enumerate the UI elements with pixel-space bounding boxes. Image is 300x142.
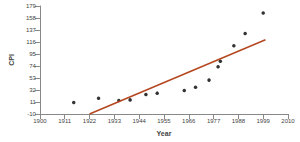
svg-text:74: 74 [29,63,36,69]
svg-text:1988: 1988 [232,118,246,124]
svg-text:158: 158 [26,15,37,21]
svg-text:32: 32 [29,87,36,93]
svg-text:1955: 1955 [157,118,171,124]
svg-text:1933: 1933 [108,118,122,124]
svg-text:2010: 2010 [281,118,295,124]
svg-text:Year: Year [157,130,172,137]
svg-text:CPI: CPI [8,54,15,66]
svg-text:1900: 1900 [33,118,47,124]
svg-text:1977: 1977 [207,118,221,124]
svg-text:11: 11 [30,99,37,105]
svg-text:95: 95 [29,51,36,57]
svg-text:1944: 1944 [132,118,146,124]
svg-text:137: 137 [26,27,37,33]
svg-text:1999: 1999 [257,118,271,124]
svg-text:179: 179 [26,3,37,9]
svg-text:116: 116 [26,39,36,45]
svg-text:53: 53 [29,75,36,81]
svg-text:-10: -10 [27,111,36,117]
svg-text:1911: 1911 [58,118,72,124]
svg-text:1922: 1922 [83,118,97,124]
svg-text:1966: 1966 [182,118,196,124]
